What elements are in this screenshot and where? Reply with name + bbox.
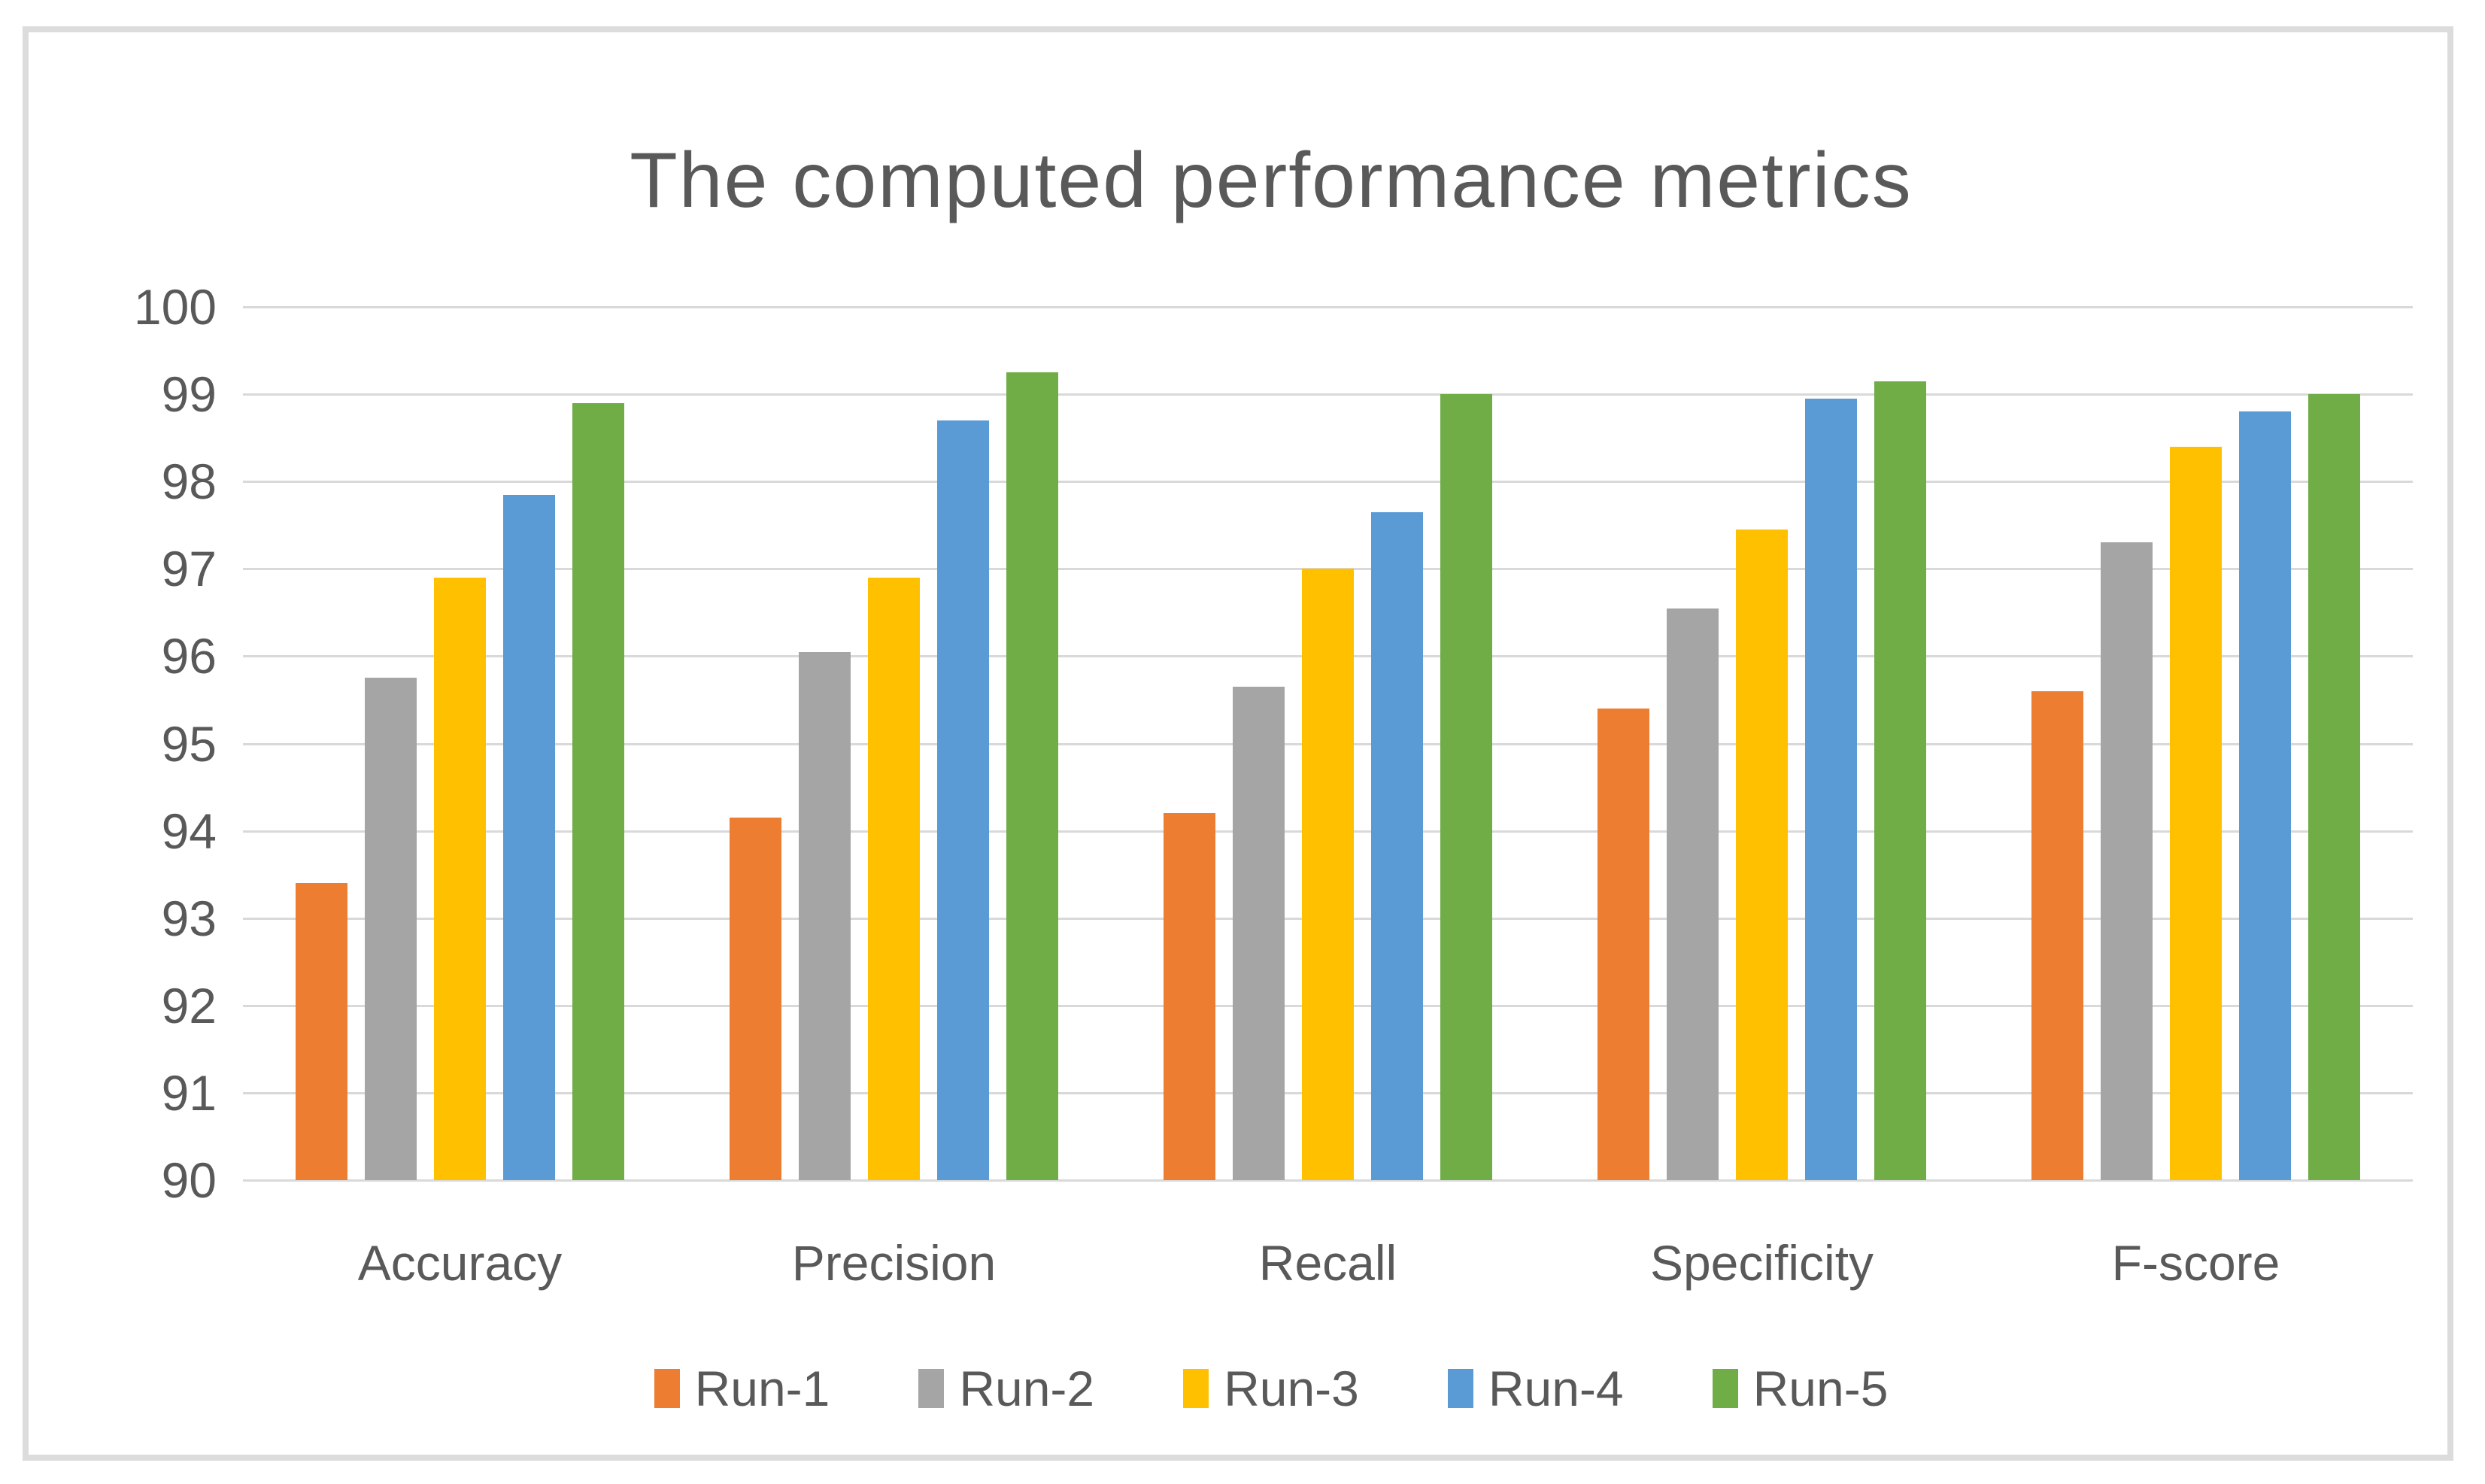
bar-run-4-specificity [1805,398,1857,1180]
bar-run-4-recall [1371,511,1423,1180]
legend-item-run-1: Run-1 [654,1362,830,1415]
gridline-98 [243,481,2413,484]
bar-run-2-precision [799,651,851,1180]
category-label-specificity: Specificity [1649,1235,1874,1291]
bar-run-1-specificity [1598,709,1649,1180]
gridline-99 [243,393,2413,396]
y-tick-label-95: 95 [161,715,217,772]
bar-run-2-accuracy [365,678,417,1180]
y-tick-label-93: 93 [161,890,217,946]
bar-run-4-accuracy [503,494,555,1180]
bar-run-2-specificity [1667,608,1719,1180]
y-tick-label-94: 94 [161,803,217,859]
legend-item-run-5: Run-5 [1712,1361,1889,1416]
bar-run-2-recall [1233,687,1285,1180]
chart-title: The computed performance metrics [630,137,1913,224]
legend-label: Run-1 [694,1361,830,1416]
gridline-90 [243,1179,2413,1182]
legend-label: Run-3 [1224,1361,1359,1416]
legend-item-run-4: Run-4 [1447,1361,1624,1416]
category-label-precision: Precision [791,1235,997,1291]
legend-swatch-icon [654,1369,680,1408]
legend-swatch-icon [1447,1369,1473,1408]
bar-run-5-precision [1006,372,1058,1180]
bar-run-3-accuracy [434,577,486,1180]
gridline-100 [243,306,2413,308]
legend: Run-1 Run-2 Run-3 Run-4 Run-5 [29,1362,2485,1415]
y-tick-label-100: 100 [133,279,217,335]
bar-run-3-specificity [1736,530,1788,1180]
bar-run-4-f-score [2239,411,2291,1180]
bar-run-3-precision [868,577,920,1180]
legend-swatch-icon [1712,1369,1738,1408]
bar-run-1-f-score [2031,690,2083,1180]
y-tick-label-96: 96 [161,628,217,684]
legend-item-run-2: Run-2 [918,1362,1094,1415]
bar-run-5-f-score [2308,394,2360,1180]
bar-run-1-recall [1164,813,1215,1180]
y-tick-label-92: 92 [161,977,217,1033]
plot-area [243,306,2413,1182]
y-tick-label-98: 98 [161,454,217,510]
category-label-f-score: F-score [2111,1235,2280,1291]
legend-label: Run-4 [1488,1361,1624,1416]
y-tick-label-99: 99 [161,366,217,423]
bar-run-2-f-score [2101,542,2153,1180]
category-label-recall: Recall [1258,1235,1397,1291]
legend-item-run-3: Run-3 [1183,1362,1359,1415]
bar-run-3-recall [1302,569,1354,1180]
bar-run-5-accuracy [572,402,624,1180]
legend-swatch-icon [918,1369,945,1408]
y-tick-label-90: 90 [161,1152,217,1208]
legend-swatch-icon [1183,1369,1209,1408]
bar-run-1-precision [730,818,781,1180]
bar-run-1-accuracy [296,883,347,1180]
bar-run-3-f-score [2170,446,2222,1180]
legend-label: Run-5 [1752,1361,1889,1416]
bar-run-4-precision [937,420,989,1180]
chart-frame: The computed performance metrics 100 99 98… [23,26,2453,1461]
y-tick-label-97: 97 [161,541,217,597]
bar-run-5-recall [1440,394,1492,1180]
legend-label: Run-2 [959,1361,1095,1416]
bar-run-5-specificity [1874,381,1926,1180]
y-tick-label-91: 91 [161,1064,217,1121]
category-label-accuracy: Accuracy [357,1235,563,1291]
